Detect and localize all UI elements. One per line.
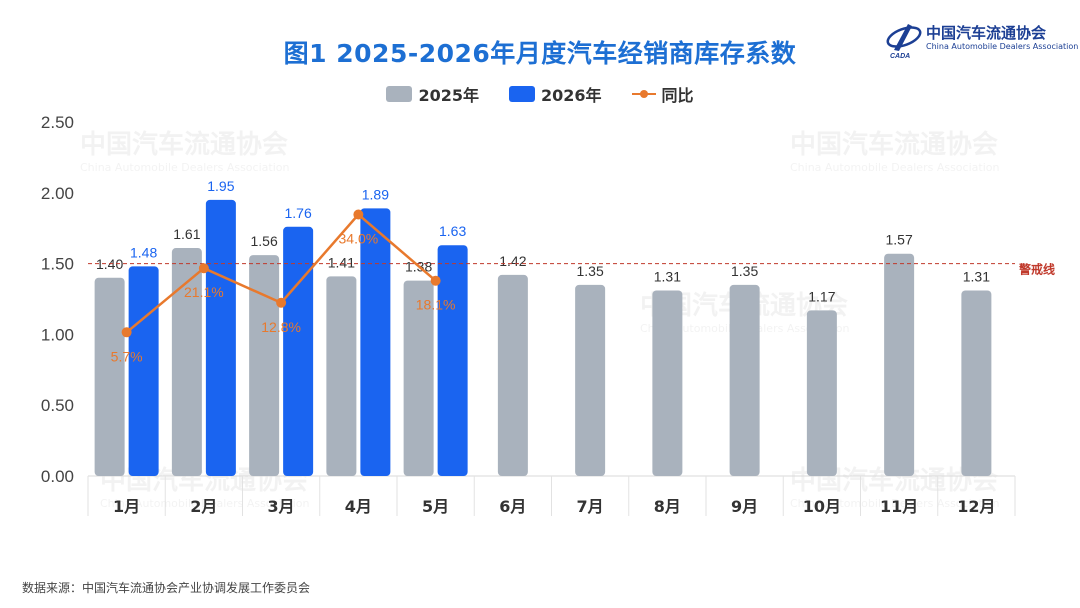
association-logo: CADA 中国汽车流通协会 China Automobile Dealers A… (884, 20, 1078, 60)
bar-2026 (437, 245, 468, 476)
data-label-2025: 1.31 (963, 269, 990, 285)
bar-2025 (94, 277, 125, 476)
y-tick-label: 1.50 (41, 255, 74, 274)
data-label-2025: 1.42 (499, 253, 526, 269)
legend-item-2026: 2026年 (508, 82, 602, 106)
bar-2025 (884, 253, 915, 476)
bar-2025 (575, 284, 606, 476)
data-label-2026: 1.63 (439, 223, 466, 239)
x-tick-label: 3月 (268, 497, 295, 516)
y-tick-label: 0.00 (41, 467, 74, 486)
y-tick-label: 2.50 (41, 113, 74, 132)
bar-2026 (360, 208, 391, 476)
yoy-label: 34.0% (339, 231, 379, 247)
bar-2025 (729, 284, 760, 476)
x-tick-label: 1月 (113, 497, 140, 516)
bar-2025 (326, 276, 357, 476)
data-label-2025: 1.56 (251, 233, 278, 249)
data-label-2026: 1.76 (285, 205, 312, 221)
legend-item-2025: 2025年 (386, 82, 479, 106)
legend-swatch-yoy (631, 86, 656, 102)
chart-legend: 2025年 2026年 同比 (0, 82, 1080, 106)
legend-swatch-2026 (508, 86, 535, 102)
x-tick-label: 2月 (190, 497, 217, 516)
bar-2026 (283, 226, 314, 476)
yoy-label: 5.7% (111, 348, 143, 364)
legend-label-2025: 2025年 (418, 86, 479, 105)
bar-2025 (403, 280, 434, 476)
data-label-2025: 1.35 (577, 263, 604, 279)
bar-2025 (806, 310, 837, 476)
y-tick-label: 0.50 (41, 396, 74, 415)
bar-2025 (497, 274, 528, 476)
x-tick-label: 9月 (731, 497, 758, 516)
x-tick-label: 8月 (654, 497, 681, 516)
yoy-label: 21.1% (184, 284, 224, 300)
data-label-2025: 1.31 (654, 269, 681, 285)
yoy-label: 18.1% (416, 297, 456, 313)
x-tick-label: 7月 (577, 497, 604, 516)
warning-line-label: 警戒线 (1018, 262, 1055, 277)
legend-swatch-2025 (386, 86, 413, 102)
bar-2025 (652, 290, 683, 476)
bar-2026 (205, 199, 236, 476)
chart-title: 图1 2025-2026年月度汽车经销商库存系数 (283, 39, 797, 68)
data-label-2025: 1.57 (886, 232, 913, 248)
y-tick-label: 2.00 (41, 184, 74, 203)
cada-emblem-icon: CADA (886, 24, 922, 60)
bar-2025 (171, 248, 202, 476)
yoy-point (276, 297, 287, 308)
x-tick-label: 11月 (880, 497, 918, 516)
data-label-2026: 1.48 (130, 244, 157, 260)
yoy-point (121, 327, 132, 338)
x-tick-label: 10月 (803, 497, 841, 516)
legend-item-yoy: 同比 (631, 82, 694, 106)
data-label-2025: 1.35 (731, 263, 758, 279)
data-label-2026: 1.89 (362, 186, 389, 202)
x-tick-label: 12月 (957, 497, 995, 516)
x-tick-label: 5月 (422, 497, 449, 516)
legend-label-yoy: 同比 (661, 86, 694, 105)
y-tick-label: 1.00 (41, 325, 74, 344)
data-source-note: 数据来源：中国汽车流通协会产业协调发展工作委员会 (22, 581, 311, 595)
logo-text-cn: 中国汽车流通协会 (926, 24, 1047, 42)
x-tick-label: 6月 (499, 497, 526, 516)
logo-text-en: China Automobile Dealers Association (926, 42, 1079, 51)
yoy-point (430, 275, 441, 286)
data-label-2025: 1.17 (808, 288, 835, 304)
data-label-2025: 1.61 (173, 226, 200, 242)
data-label-2025: 1.41 (328, 254, 355, 270)
yoy-label: 12.8% (261, 319, 301, 335)
yoy-point (353, 209, 364, 220)
x-tick-label: 4月 (345, 497, 372, 516)
bar-2025 (961, 290, 992, 476)
data-label-2026: 1.95 (207, 178, 234, 194)
bar-2025 (249, 255, 280, 476)
legend-label-2026: 2026年 (540, 86, 602, 105)
svg-text:CADA: CADA (890, 53, 910, 60)
yoy-point (198, 263, 209, 274)
bar-2026 (128, 266, 159, 476)
